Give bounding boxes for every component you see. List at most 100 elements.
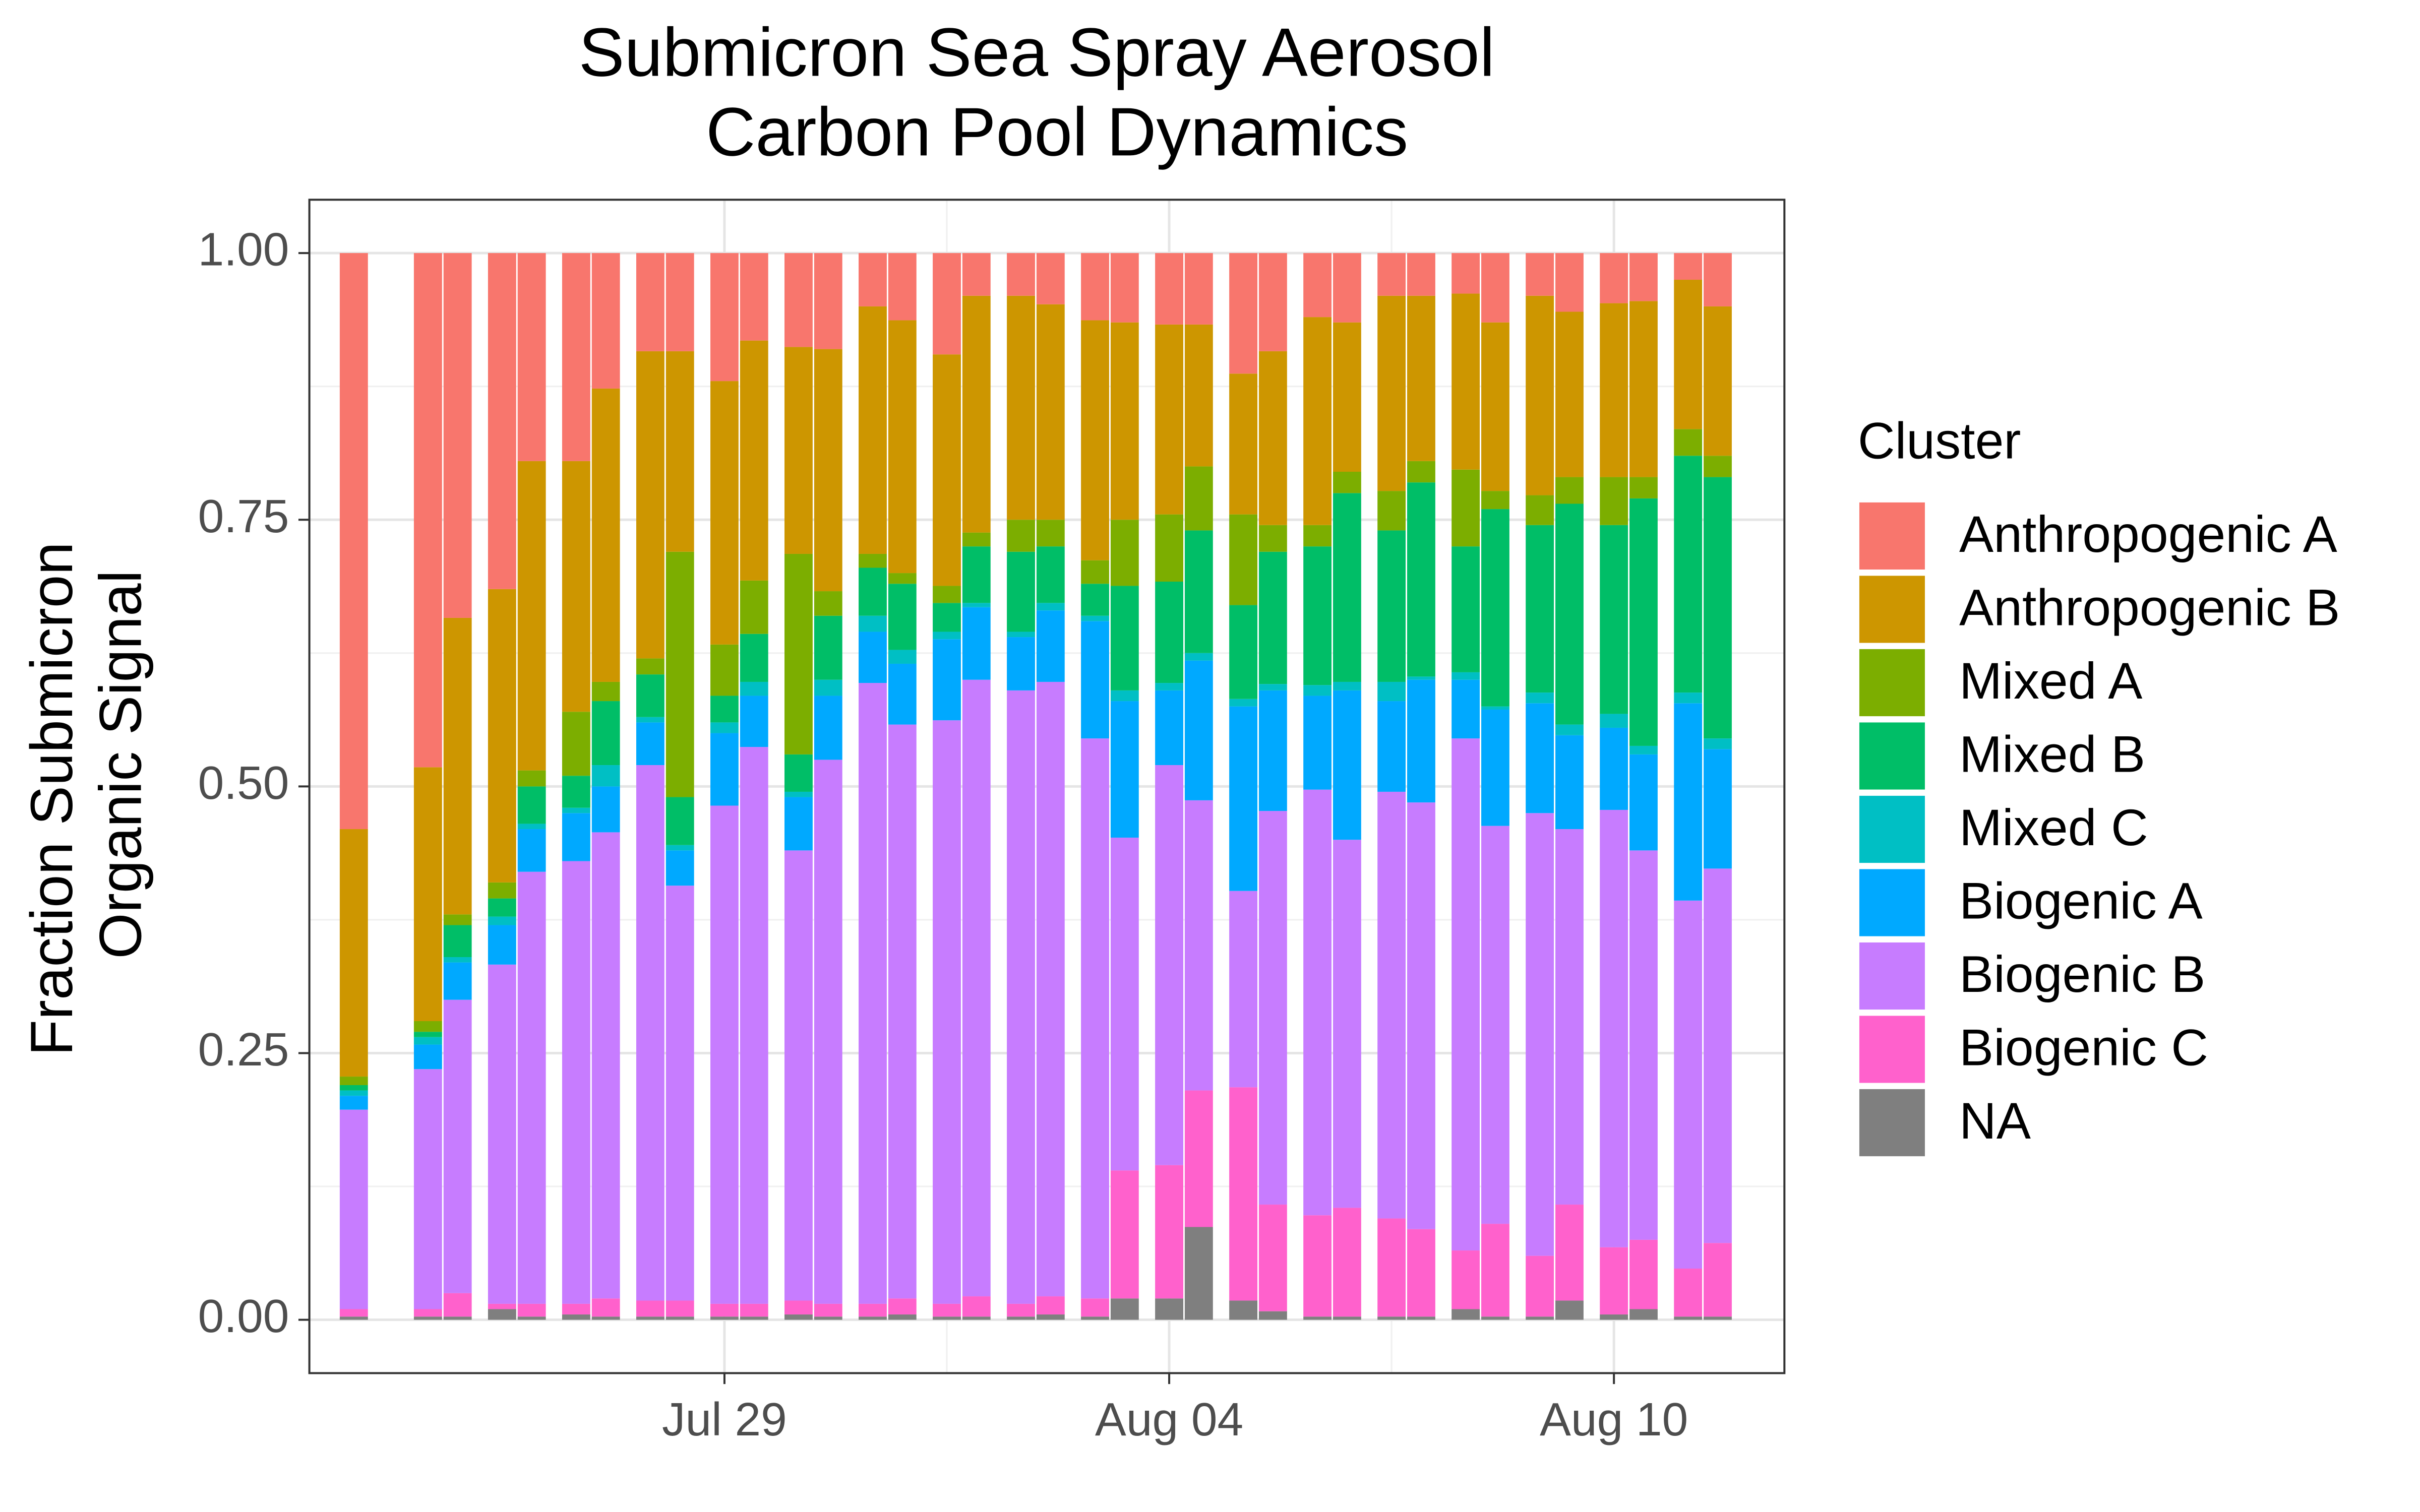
bar-segment [888, 650, 917, 664]
bar-segment [562, 776, 590, 808]
bar-segment [1155, 253, 1183, 325]
bar-segment [562, 1314, 590, 1320]
bar-segment [814, 591, 842, 616]
bar-segment [1481, 709, 1509, 826]
bar-segment [1258, 811, 1287, 1205]
bar-segment [1377, 681, 1406, 702]
bar-segment [1600, 1247, 1628, 1315]
bar-segment [1007, 1303, 1035, 1317]
y-tick-label: 0.00 [198, 1290, 289, 1342]
bar-segment [1258, 1311, 1287, 1320]
bar-segment [1333, 253, 1361, 323]
bar-segment [1526, 1316, 1554, 1320]
bar-segment [1036, 304, 1065, 520]
bar-segment [666, 886, 694, 1301]
bar-segment [1303, 696, 1332, 790]
bar-segment [1555, 1300, 1584, 1320]
bar-segment [814, 679, 842, 696]
bar-segment [488, 925, 516, 965]
bar-segment [413, 1069, 442, 1309]
bar-segment [1481, 826, 1509, 1224]
bar-segment [1303, 1316, 1332, 1320]
bar-segment [1377, 530, 1406, 682]
bar-segment [666, 1316, 694, 1320]
bar-segment [413, 1309, 442, 1317]
bar-segment [1451, 1309, 1480, 1320]
bar-segment [1007, 637, 1035, 690]
bar-segment [1333, 493, 1361, 682]
bar-segment [339, 1309, 368, 1317]
bar-segment [666, 253, 694, 351]
bar-segment [740, 634, 768, 682]
chart-title: Submicron Sea Spray Aerosol [579, 14, 1495, 91]
bar-segment [710, 1316, 739, 1320]
legend-label: Anthropogenic B [1959, 579, 2340, 637]
y-tick-label: 1.00 [198, 223, 289, 276]
bar-segment [888, 320, 917, 574]
bar-segment [1229, 253, 1258, 374]
legend-label: Biogenic B [1959, 946, 2205, 1003]
bar-segment [962, 546, 991, 603]
bar-segment [1526, 495, 1554, 525]
bar-segment [1704, 749, 1732, 869]
bar-segment [859, 615, 887, 632]
bar-segment [933, 639, 961, 721]
bar-segment [562, 1303, 590, 1315]
bar-segment [666, 845, 694, 851]
legend-key [1859, 795, 1925, 863]
y-axis-title: Fraction Submicron [19, 542, 85, 1056]
bar-segment [443, 617, 472, 915]
bar-segment [740, 1303, 768, 1317]
bar-segment [1629, 253, 1658, 301]
bar-segment [636, 722, 664, 766]
bar-segment [666, 351, 694, 552]
bar-segment [784, 791, 813, 797]
bar-segment [517, 824, 546, 830]
bar-segment [1481, 491, 1509, 510]
bar-segment [784, 253, 813, 347]
bar-segment [1110, 322, 1139, 520]
bar-segment [1081, 253, 1109, 321]
bar-segment [1629, 745, 1658, 754]
bar-segment [1007, 295, 1035, 520]
bar-segment [488, 1303, 516, 1309]
bar-segment [1155, 683, 1183, 690]
bar-segment [1184, 653, 1213, 661]
bar-segment [1377, 491, 1406, 531]
bar-segment [859, 632, 887, 683]
bar-segment [1110, 520, 1139, 586]
legend-key [1859, 502, 1925, 570]
bar-segment [591, 1316, 620, 1320]
bar-segment [1704, 477, 1732, 739]
bar-segment [1526, 295, 1554, 495]
bar-segment [1407, 1316, 1435, 1320]
bar-segment [1184, 1090, 1213, 1227]
bar-segment [1555, 735, 1584, 830]
bar-segment [933, 720, 961, 1304]
bar-segment [1377, 1218, 1406, 1317]
legend: Cluster Anthropogenic A Anthropogenic B Mix… [1858, 412, 2340, 1157]
bar-segment [740, 1316, 768, 1320]
bar-segment [1333, 840, 1361, 1208]
bar-segment [1526, 1255, 1554, 1317]
bar-segment [339, 1090, 368, 1096]
bar-segment [1303, 1215, 1332, 1317]
bar-segment [1155, 324, 1183, 515]
bar-segment [1110, 253, 1139, 323]
bar-segment [1704, 1316, 1732, 1320]
bar-segment [488, 916, 516, 925]
bar-segment [1303, 317, 1332, 525]
bar-segment [1333, 690, 1361, 840]
bar-segment [339, 253, 368, 830]
bar-segment [1600, 303, 1628, 477]
bar-segment [1007, 253, 1035, 296]
bar-segment [443, 999, 472, 1293]
bar-segment [1407, 676, 1435, 680]
bar-segment [1377, 1316, 1406, 1320]
bar-segment [1704, 456, 1732, 477]
bar-segment [517, 871, 546, 1304]
bar-segment [1555, 724, 1584, 735]
bar-segment [1110, 1298, 1139, 1320]
bar-segment [1081, 1316, 1109, 1320]
